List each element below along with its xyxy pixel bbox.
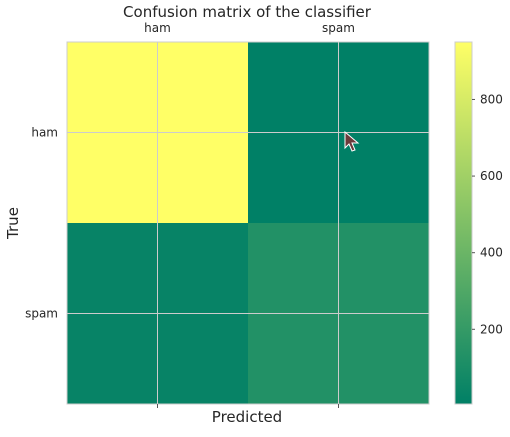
heatmap-cells: [67, 42, 430, 405]
colorbar-bar: [454, 41, 473, 405]
colorbar-tick-label-600: 600: [480, 169, 503, 183]
y-axis-label: True: [4, 207, 22, 240]
y-tick-label-ham: ham: [31, 126, 58, 140]
colorbar-tick-label-800: 800: [480, 92, 503, 106]
colorbar-tick-label-400: 400: [480, 246, 503, 260]
colorbar: 200 400 600 800: [454, 41, 503, 405]
y-tick-label-spam: spam: [25, 307, 58, 321]
plot-frame: [66, 41, 430, 405]
mouse-pointer-icon: [344, 131, 360, 152]
chart-title: Confusion matrix of the classifier: [123, 3, 372, 21]
colorbar-tick-label-200: 200: [480, 322, 503, 336]
axis-ticks: ham spam ham spam: [25, 21, 355, 408]
grid-lines: [66, 41, 430, 405]
x-tick-label-ham: ham: [144, 21, 171, 35]
x-tick-label-spam: spam: [322, 21, 355, 35]
x-axis-label: Predicted: [212, 408, 282, 426]
